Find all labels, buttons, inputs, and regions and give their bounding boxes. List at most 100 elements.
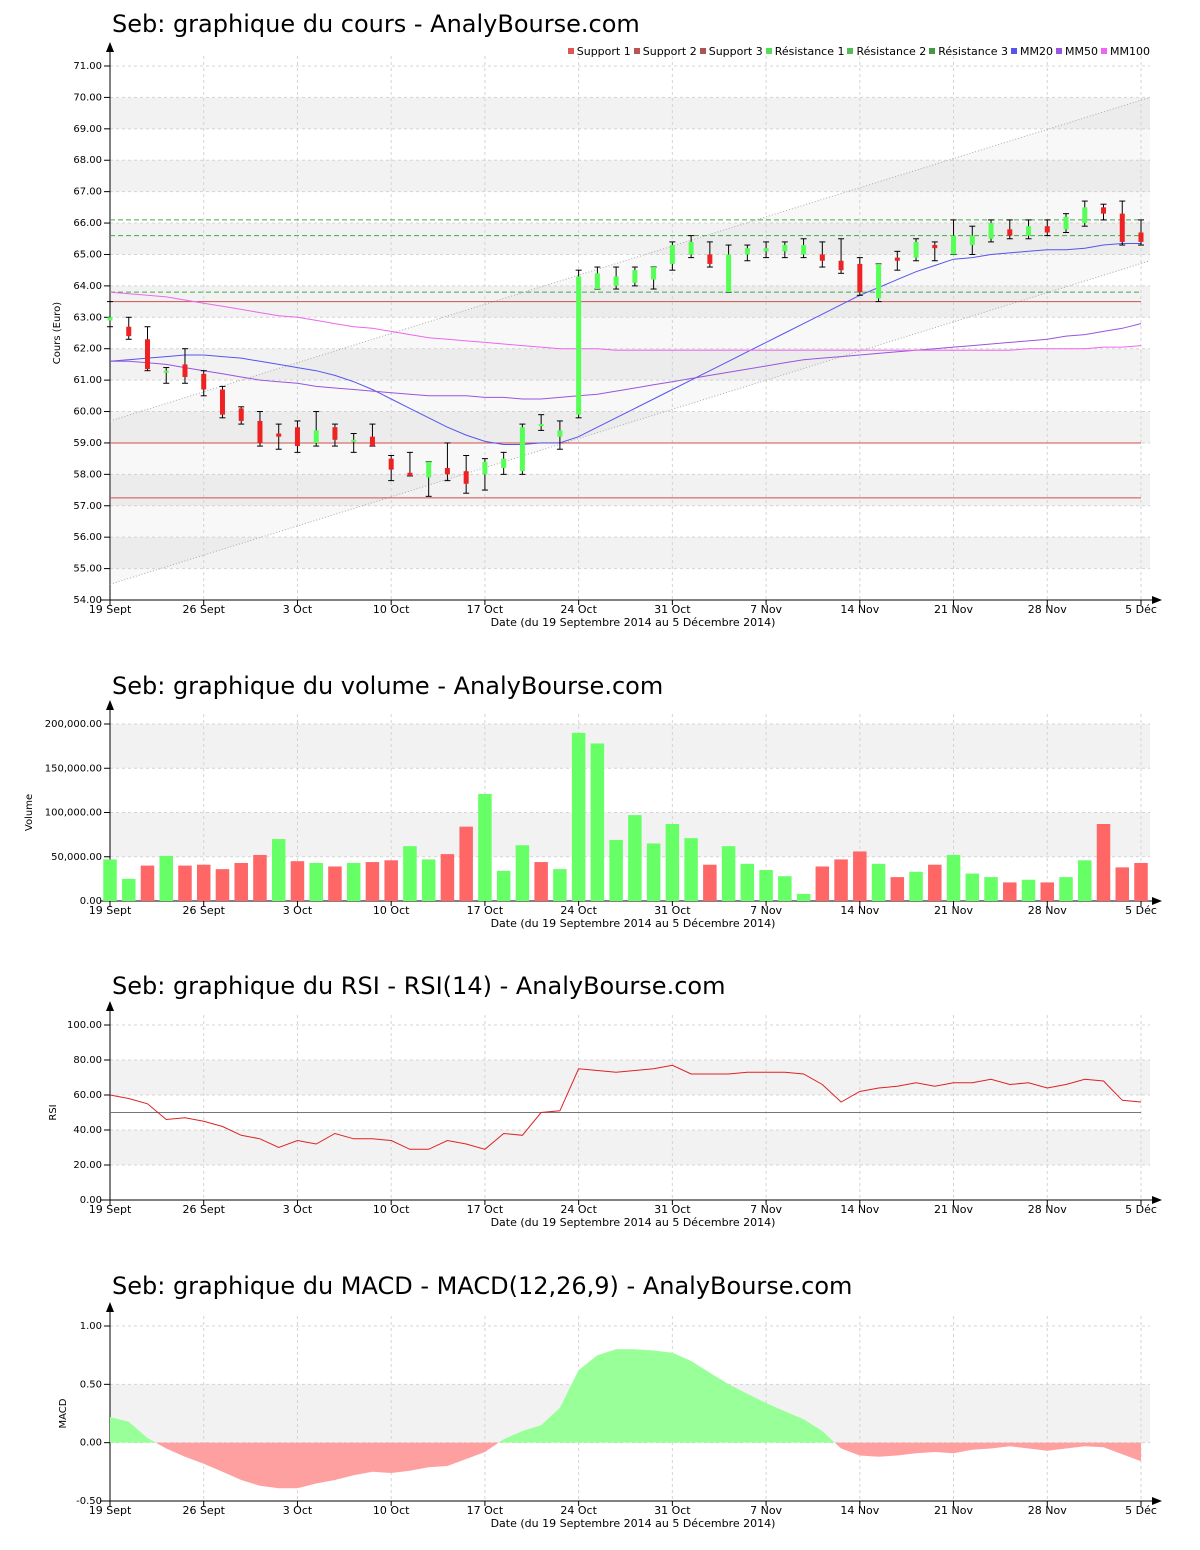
volume-bar: [965, 873, 980, 901]
price-chart-title: Seb: graphique du cours - AnalyBourse.co…: [112, 10, 640, 38]
price-chart: 54.00 55.00 56.00 57.00 58.00 59.00 60.00 61.00…: [52, 42, 1162, 629]
candle-body: [276, 433, 282, 437]
y-axis-label: Cours (Euro): [52, 302, 63, 365]
candle-body: [688, 241, 694, 255]
grid-band: [110, 474, 1150, 506]
macd-chart-title: Seb: graphique du MACD - MACD(12,26,9) -…: [112, 1272, 853, 1300]
legend-swatch: [1101, 48, 1108, 54]
legend-item: Support 2: [633, 45, 697, 58]
x-tick-label: 21 Nov: [934, 1203, 973, 1216]
candle-body: [369, 436, 375, 447]
legend-item: Support 3: [699, 45, 763, 58]
x-tick-label: 10 Oct: [373, 1504, 410, 1517]
x-tick-label: 7 Nov: [750, 1504, 782, 1517]
x-tick-label: 26 Sept: [182, 1203, 225, 1216]
candle-body: [182, 364, 188, 377]
volume-bar: [215, 869, 230, 901]
legend-swatch: [929, 48, 936, 54]
y-tick-label: 1.00: [80, 1321, 102, 1332]
legend-swatch: [1011, 48, 1018, 54]
legend-label: Support 1: [576, 45, 631, 58]
price-legend: Support 1 Support 2 Support 3 Résistance 1 R…: [565, 45, 1150, 58]
x-tick-label: 26 Sept: [182, 904, 225, 917]
y-tick-label: 100,000.00: [45, 808, 102, 819]
candle-body: [463, 471, 469, 484]
x-axis-label: Date (du 19 Septembre 2014 au 5 Décembre…: [491, 1216, 776, 1229]
candle-body: [501, 458, 507, 469]
x-tick-label: 5 Déc: [1125, 603, 1157, 616]
x-tick-label: 19 Sept: [89, 1203, 132, 1216]
y-tick-label: -0.50: [76, 1496, 102, 1507]
candle-body: [444, 468, 450, 475]
y-tick-label: 80.00: [73, 1055, 102, 1066]
y-tick-label: 0.00: [80, 1195, 102, 1206]
y-tick-label: 70.00: [73, 92, 102, 103]
x-tick-label: 10 Oct: [373, 1203, 410, 1216]
y-tick-label: 60.00: [73, 1090, 102, 1101]
y-tick-label: 56.00: [73, 532, 102, 543]
volume-bar: [740, 863, 755, 901]
macd-panel: Seb: graphique du MACD - MACD(12,26,9) -…: [0, 1260, 1200, 1550]
volume-bar: [103, 859, 117, 901]
y-tick-label: 100.00: [67, 1020, 102, 1031]
y-axis-arrow: [106, 1302, 114, 1312]
candle-body: [632, 270, 638, 283]
grid-band: [110, 1060, 1150, 1095]
grid-band: [110, 97, 1150, 129]
volume-bar: [196, 864, 211, 901]
price-panel: Seb: graphique du cours - AnalyBourse.co…: [0, 0, 1200, 640]
legend-item: MM100: [1101, 45, 1150, 58]
legend-label: MM20: [1020, 45, 1054, 58]
candle-body: [594, 273, 600, 290]
y-axis-label: MACD: [58, 1398, 69, 1428]
legend-item: MM20: [1011, 45, 1053, 58]
volume-bar: [1078, 860, 1092, 901]
candle-body: [426, 461, 432, 478]
x-tick-label: 5 Déc: [1125, 1504, 1157, 1517]
volume-bar: [534, 862, 548, 901]
candle-body: [1101, 207, 1107, 214]
y-tick-label: 0.00: [80, 896, 102, 907]
candle-body: [1044, 226, 1050, 233]
volume-bar: [478, 793, 492, 901]
volume-bar: [1059, 877, 1073, 901]
legend-swatch: [765, 48, 772, 54]
y-tick-label: 200,000.00: [45, 719, 102, 730]
candle-body: [388, 458, 394, 470]
x-tick-label: 10 Oct: [373, 904, 410, 917]
candle-body: [726, 254, 732, 293]
candle-body: [876, 263, 882, 299]
legend-item: MM50: [1056, 45, 1098, 58]
x-tick-label: 24 Oct: [560, 904, 597, 917]
y-tick-label: 68.00: [73, 155, 102, 166]
y-tick-label: 60.00: [73, 407, 102, 418]
x-axis-label: Date (du 19 Septembre 2014 au 5 Décembre…: [491, 1517, 776, 1530]
volume-bar: [665, 824, 680, 901]
candle-body: [557, 430, 563, 437]
volume-bar: [440, 854, 455, 901]
y-axis-label: Volume: [24, 794, 35, 831]
x-tick-label: 3 Oct: [283, 1203, 313, 1216]
candle-body: [801, 245, 807, 255]
x-tick-label: 26 Sept: [182, 603, 225, 616]
candle-body: [201, 373, 207, 390]
x-axis-arrow: [1152, 1497, 1162, 1505]
candle-body: [332, 427, 338, 440]
y-tick-label: 71.00: [73, 61, 102, 72]
macd-positive-area: [110, 1417, 156, 1443]
volume-bar: [928, 864, 942, 901]
y-tick-label: 65.00: [73, 249, 102, 260]
legend-label: Résistance 1: [774, 45, 845, 58]
legend-swatch: [1056, 48, 1063, 54]
volume-bar: [1003, 882, 1017, 901]
volume-bar: [815, 866, 830, 901]
x-tick-label: 28 Nov: [1028, 1504, 1067, 1517]
candle-body: [163, 370, 169, 373]
rsi-panel: Seb: graphique du RSI - RSI(14) - AnalyB…: [0, 960, 1200, 1240]
grid-band: [110, 724, 1150, 769]
volume-bar: [609, 839, 623, 901]
x-tick-label: 7 Nov: [750, 1203, 782, 1216]
candle-body: [838, 260, 844, 271]
y-tick-label: 20.00: [73, 1160, 102, 1171]
x-axis-label: Date (du 19 Septembre 2014 au 5 Décembre…: [491, 917, 776, 930]
